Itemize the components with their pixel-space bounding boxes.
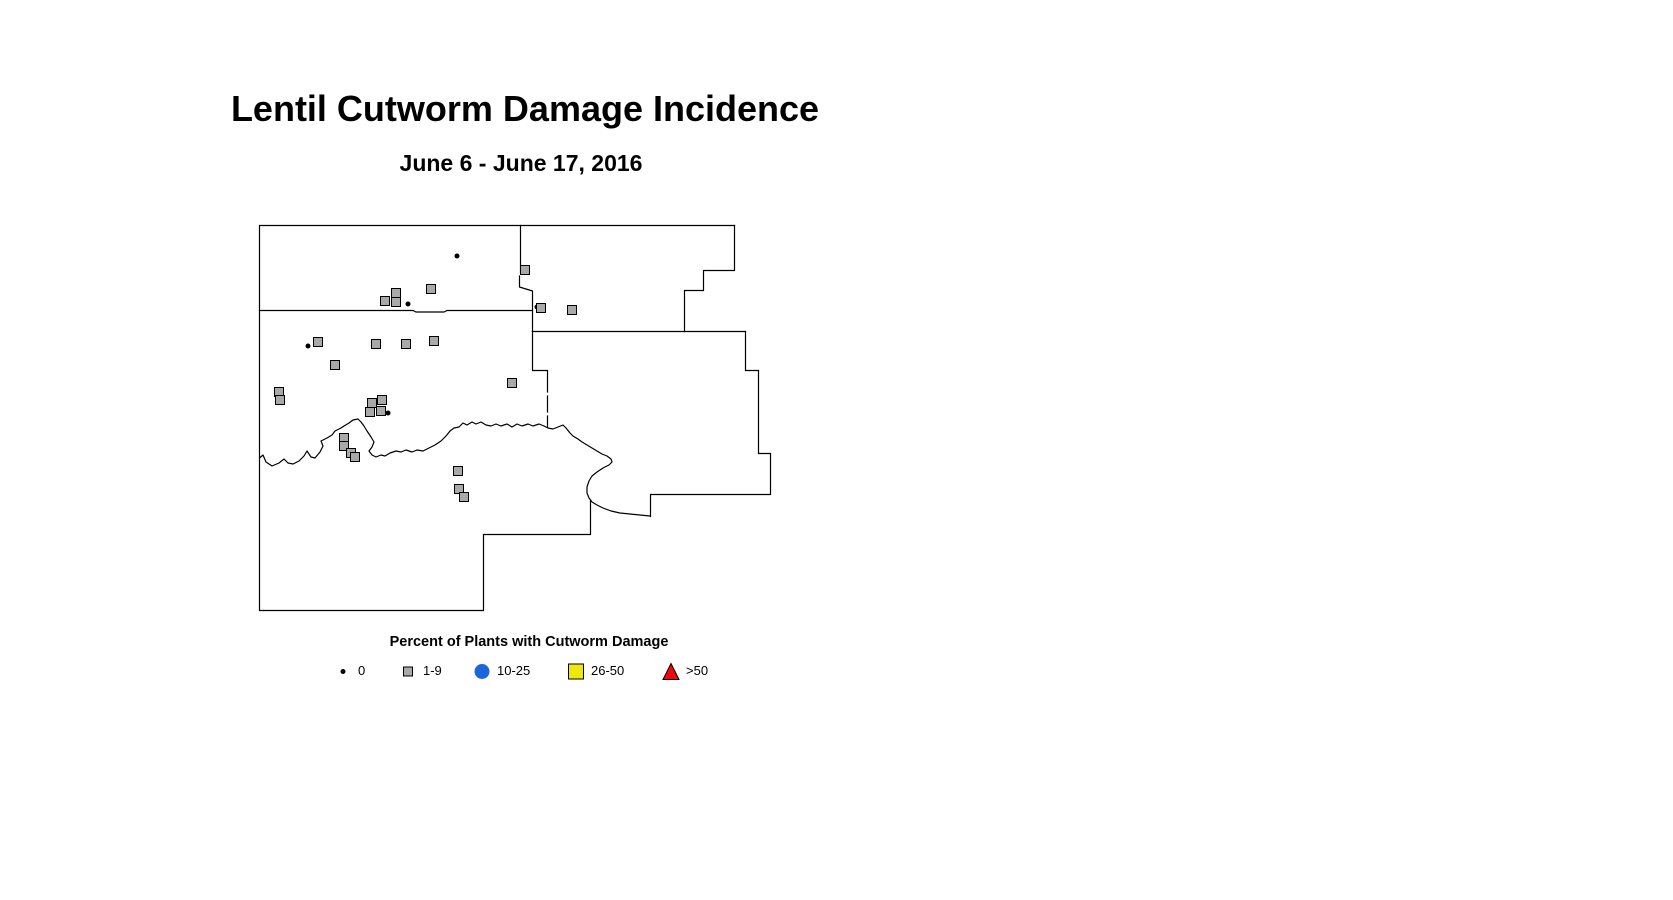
county-line-middle <box>258 309 534 313</box>
county-outline-northeast <box>683 224 736 333</box>
data-point-1-9 <box>459 492 469 502</box>
legend-item-1-9: 1-9 <box>399 662 442 680</box>
data-point-1-9 <box>371 339 381 349</box>
legend-label: 1-9 <box>423 663 442 678</box>
data-point-1-9 <box>567 305 577 315</box>
legend-symbol-triangle-icon <box>662 662 680 680</box>
data-point-1-9 <box>391 297 401 307</box>
data-point-1-9 <box>339 441 349 451</box>
county-outline-west <box>258 224 736 612</box>
data-point-1-9 <box>426 284 436 294</box>
data-point-0 <box>405 301 411 307</box>
data-point-1-9 <box>377 395 387 405</box>
river-boundary <box>258 418 651 517</box>
data-point-1-9 <box>536 303 546 313</box>
data-point-1-9 <box>313 337 323 347</box>
data-point-1-9 <box>401 339 411 349</box>
data-point-1-9 <box>376 406 386 416</box>
figure-title: Lentil Cutworm Damage Incidence <box>230 88 820 129</box>
data-point-1-9 <box>507 378 517 388</box>
data-point-1-9 <box>453 466 463 476</box>
legend-symbol-square-icon <box>568 663 584 680</box>
legend-item-26-50: 26-50 <box>567 662 624 680</box>
figure-subtitle: June 6 - June 17, 2016 <box>399 150 643 176</box>
county-line-inner-south <box>531 330 549 428</box>
legend-label: 26-50 <box>591 663 625 678</box>
map-data-points <box>274 253 577 502</box>
data-point-1-9 <box>380 296 390 306</box>
data-point-1-9 <box>365 407 375 417</box>
data-point-0 <box>305 343 311 349</box>
legend-item-10-25: 10-25 <box>473 662 530 680</box>
data-point-1-9 <box>275 395 285 405</box>
legend-symbol-dot-icon <box>340 669 346 674</box>
legend-item-0: 0 <box>334 662 365 680</box>
legend-label: 10-25 <box>497 663 531 678</box>
county-line-inner-north <box>518 224 534 333</box>
legend-title: Percent of Plants with Cutworm Damage <box>389 634 669 650</box>
data-point-1-9 <box>520 265 530 275</box>
legend-item->50: >50 <box>662 662 708 680</box>
legend-label: >50 <box>686 663 709 678</box>
legend-symbol-circle-icon <box>474 664 490 679</box>
data-point-1-9 <box>350 452 360 462</box>
data-point-0 <box>454 253 460 259</box>
data-point-1-9 <box>391 288 401 298</box>
legend-label: 0 <box>358 663 366 678</box>
data-point-0 <box>385 410 391 416</box>
county-outline-east <box>649 330 772 518</box>
data-point-1-9 <box>367 398 377 408</box>
data-point-1-9 <box>429 336 439 346</box>
data-point-1-9 <box>330 360 340 370</box>
legend-symbol-square-icon <box>403 666 413 677</box>
